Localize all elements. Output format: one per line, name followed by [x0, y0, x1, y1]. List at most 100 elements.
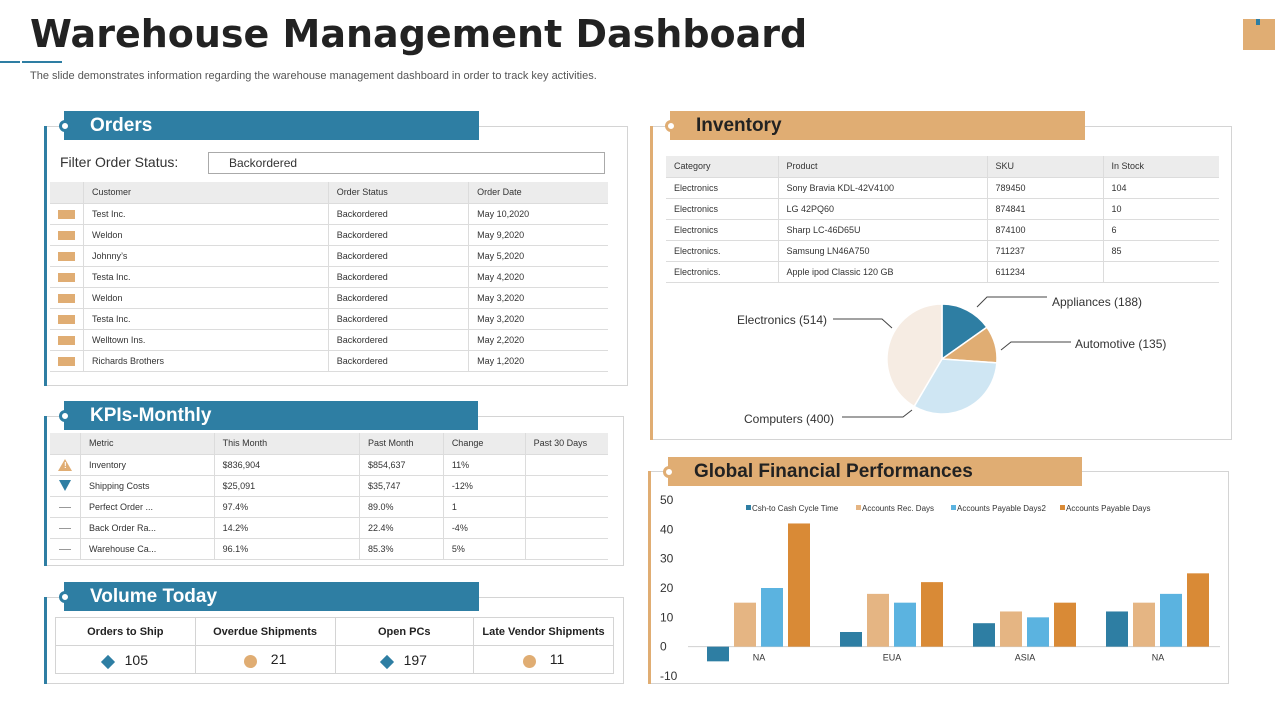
financial-title: Global Financial Performances — [694, 461, 973, 482]
kpis-cell-this-month: 97.4% — [214, 496, 360, 518]
orders-cell-status: Backordered — [328, 203, 470, 225]
orders-row-swatch — [50, 203, 84, 225]
kpis-row-icon-cell — [50, 475, 81, 497]
volume-col-late-vendor-shipments: Late Vendor Shipments — [473, 617, 614, 646]
volume-orders-to-ship: 105 — [55, 645, 196, 674]
y-tick-label: 10 — [660, 610, 674, 624]
inventory-row[interactable]: Electronics Sharp LC-46D65U 874100 6 — [666, 219, 1219, 241]
pie-label-computers: Computers (400) — [744, 412, 835, 426]
inventory-col-in-stock[interactable]: In Stock — [1103, 156, 1219, 178]
row-marker-icon — [58, 209, 75, 219]
volume-late-vendor-shipments-value: 11 — [549, 651, 565, 668]
kpis-cell-metric: Inventory — [80, 454, 215, 476]
orders-row[interactable]: Testa Inc. Backordered May 4,2020 — [50, 266, 608, 288]
orders-title: Orders — [90, 115, 153, 136]
inventory-cell-product: LG 42PQ60 — [778, 198, 988, 220]
orders-row[interactable]: Weldon Backordered May 9,2020 — [50, 224, 608, 246]
orders-cell-status: Backordered — [328, 350, 470, 372]
orders-row[interactable]: Testa Inc. Backordered May 3,2020 — [50, 308, 608, 330]
bar-accounts-payable-days2-na — [1160, 593, 1182, 647]
volume-header-dot — [59, 591, 71, 603]
row-marker-icon — [58, 356, 75, 366]
orders-cell-customer: Welltown Ins. — [83, 329, 329, 351]
orders-row[interactable]: Test Inc. Backordered May 10,2020 — [50, 203, 608, 225]
inventory-cell-category: Electronics — [666, 219, 779, 241]
inventory-row[interactable]: Electronics. Samsung LN46A750 711237 85 — [666, 240, 1219, 262]
inventory-cell-in-stock: 6 — [1103, 219, 1219, 241]
filter-order-status-input[interactable]: Backordered — [208, 152, 605, 174]
orders-cell-status: Backordered — [328, 266, 470, 288]
kpis-col-change[interactable]: Change — [443, 433, 526, 455]
pie-label-automotive: Automotive (135) — [1075, 337, 1167, 351]
orders-col-status[interactable]: Order Status — [328, 182, 470, 204]
inventory-col-category[interactable]: Category — [666, 156, 779, 178]
inventory-cell-sku: 789450 — [987, 177, 1104, 199]
inventory-col-sku[interactable]: SKU — [987, 156, 1104, 178]
volume-col-open-pcs: Open PCs — [334, 617, 475, 646]
kpis-col-past-month[interactable]: Past Month — [359, 433, 444, 455]
inventory-row[interactable]: Electronics Sony Bravia KDL-42V4100 789450… — [666, 177, 1219, 199]
orders-cell-date: May 5,2020 — [468, 245, 608, 267]
kpis-cell-change: 5% — [443, 538, 526, 560]
orders-row[interactable]: Johnny’s Backordered May 5,2020 — [50, 245, 608, 267]
y-tick-label: 30 — [660, 552, 674, 566]
kpis-row[interactable]: Shipping Costs $25,091 $35,747 -12% — [50, 475, 608, 497]
kpis-row[interactable]: ! Inventory $836,904 $854,637 11% — [50, 454, 608, 476]
orders-cell-status: Backordered — [328, 329, 470, 351]
inventory-row[interactable]: Electronics LG 42PQ60 874841 10 — [666, 198, 1219, 220]
kpis-col-this-month[interactable]: This Month — [214, 433, 360, 455]
pie-leader-appliances — [976, 296, 1047, 308]
orders-col-customer[interactable]: Customer — [83, 182, 329, 204]
orders-row[interactable]: Richards Brothers Backordered May 1,2020 — [50, 350, 608, 372]
diamond-icon — [100, 654, 115, 669]
legend-label: Csh-to Cash Cycle Time — [752, 504, 839, 513]
inventory-pie-chart — [833, 296, 1071, 418]
kpis-row-icon-cell: ! — [50, 454, 81, 476]
inventory-col-product[interactable]: Product — [778, 156, 988, 178]
volume-header-row: Orders to Ship Overdue Shipments Open PC… — [55, 617, 614, 646]
kpis-cell-change: -12% — [443, 475, 526, 497]
kpis-row[interactable]: Back Order Ra... 14.2% 22.4% -4% — [50, 517, 608, 539]
volume-col-overdue-shipments: Overdue Shipments — [194, 617, 336, 646]
orders-cell-status: Backordered — [328, 308, 470, 330]
kpis-col-metric[interactable]: Metric — [80, 433, 215, 455]
kpis-cell-past-month: 89.0% — [359, 496, 444, 518]
bar-accounts-payable-days-na — [788, 523, 810, 647]
kpis-cell-this-month: $836,904 — [214, 454, 360, 476]
orders-row[interactable]: Welltown Ins. Backordered May 2,2020 — [50, 329, 608, 351]
dash-icon — [59, 548, 71, 550]
bar-accounts-payable-days-na — [1187, 573, 1209, 647]
inventory-cell-category: Electronics. — [666, 261, 779, 283]
inventory-row[interactable]: Electronics. Apple ipod Classic 120 GB 611… — [666, 261, 1219, 283]
kpis-col-icon — [50, 433, 81, 455]
legend-swatch — [951, 505, 956, 510]
inventory-header: Inventory — [670, 111, 1085, 140]
bar-accounts-payable-days-asia — [1054, 602, 1076, 647]
diamond-icon — [379, 654, 394, 669]
title-underline-accent — [22, 61, 62, 63]
kpis-row-icon-cell — [50, 496, 81, 518]
corner-bookmark-icon — [1256, 19, 1260, 25]
page-subtitle: The slide demonstrates information regar… — [30, 70, 597, 82]
orders-row[interactable]: Weldon Backordered May 3,2020 — [50, 287, 608, 309]
inventory-cell-sku: 611234 — [987, 261, 1104, 283]
kpis-cell-past-30-days — [525, 454, 608, 476]
orders-col-date[interactable]: Order Date — [468, 182, 608, 204]
x-category-label: EUA — [883, 653, 902, 663]
title-underline — [0, 61, 20, 63]
inventory-cell-sku: 874100 — [987, 219, 1104, 241]
legend-label: Accounts Payable Days2 — [957, 504, 1046, 513]
inventory-cell-category: Electronics — [666, 198, 779, 220]
inventory-cell-category: Electronics. — [666, 240, 779, 262]
y-tick-label: 20 — [660, 581, 674, 595]
kpis-row[interactable]: Perfect Order ... 97.4% 89.0% 1 — [50, 496, 608, 518]
kpis-row-icon-cell — [50, 538, 81, 560]
orders-header: Orders — [64, 111, 479, 140]
kpis-col-past-30-days[interactable]: Past 30 Days — [525, 433, 608, 455]
kpis-row[interactable]: Warehouse Ca... 96.1% 85.3% 5% — [50, 538, 608, 560]
volume-overdue-shipments: 21 — [194, 645, 336, 674]
inventory-cell-product: Samsung LN46A750 — [778, 240, 988, 262]
page-title: Warehouse Management Dashboard — [30, 12, 808, 56]
bar-accounts-rec-days-eua — [867, 593, 889, 647]
financial-header: Global Financial Performances — [668, 457, 1082, 486]
